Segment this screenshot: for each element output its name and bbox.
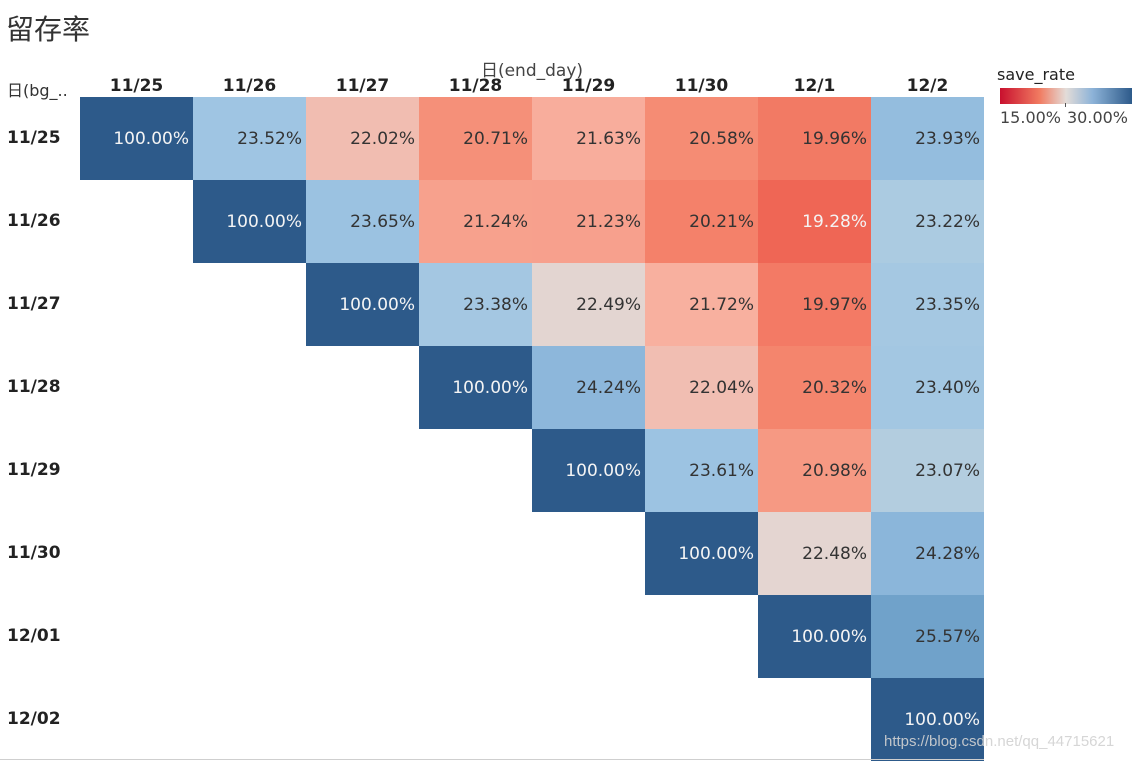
row-header: 11/27	[7, 294, 61, 314]
cell-value-label: 20.58%	[689, 128, 754, 149]
cell-value-label: 21.23%	[576, 211, 641, 232]
heatmap-cell: 23.38%	[419, 263, 532, 346]
cell-value-label: 20.71%	[463, 128, 528, 149]
heatmap-cell: 23.40%	[871, 346, 984, 429]
heatmap-cell: 21.23%	[532, 180, 645, 263]
cell-value-label: 21.63%	[576, 128, 641, 149]
heatmap-cell: 23.93%	[871, 97, 984, 180]
cell-value-label: 23.65%	[350, 211, 415, 232]
cell-value-label: 100.00%	[791, 626, 867, 647]
heatmap-cell: 23.22%	[871, 180, 984, 263]
heatmap-cell: 100.00%	[645, 512, 758, 595]
cell-value-label: 23.22%	[915, 211, 980, 232]
heatmap-cell: 100.00%	[419, 346, 532, 429]
column-header: 11/27	[335, 76, 390, 96]
column-header: 11/30	[674, 76, 729, 96]
cell-value-label: 21.24%	[463, 211, 528, 232]
heatmap-cell: 19.97%	[758, 263, 871, 346]
cell-value-label: 100.00%	[678, 543, 754, 564]
row-header: 12/01	[7, 626, 61, 646]
heatmap-cell: 20.71%	[419, 97, 532, 180]
heatmap-cell: 100.00%	[532, 429, 645, 512]
heatmap-cell: 100.00%	[871, 678, 984, 761]
column-header: 11/26	[222, 76, 277, 96]
cell-value-label: 19.96%	[802, 128, 867, 149]
heatmap-cell: 23.52%	[193, 97, 306, 180]
column-header: 11/25	[109, 76, 164, 96]
heatmap-cell: 24.24%	[532, 346, 645, 429]
heatmap-cell: 23.65%	[306, 180, 419, 263]
cell-value-label: 23.93%	[915, 128, 980, 149]
row-header: 11/30	[7, 543, 61, 563]
cell-value-label: 25.57%	[915, 626, 980, 647]
cell-value-label: 100.00%	[113, 128, 189, 149]
column-header: 11/28	[448, 76, 503, 96]
legend-color-bar	[1000, 88, 1132, 104]
cell-value-label: 100.00%	[339, 294, 415, 315]
cell-value-label: 23.38%	[463, 294, 528, 315]
row-header: 12/02	[7, 709, 61, 729]
cell-value-label: 22.02%	[350, 128, 415, 149]
heatmap-cell: 21.72%	[645, 263, 758, 346]
heatmap-cell: 22.49%	[532, 263, 645, 346]
row-header: 11/28	[7, 377, 61, 397]
cell-value-label: 19.97%	[802, 294, 867, 315]
heatmap-cell: 100.00%	[758, 595, 871, 678]
column-header: 12/2	[906, 76, 949, 96]
heatmap-cell: 23.35%	[871, 263, 984, 346]
legend-max-label: 30.00%	[1067, 108, 1129, 127]
cell-value-label: 23.52%	[237, 128, 302, 149]
cell-value-label: 100.00%	[452, 377, 528, 398]
heatmap-cell: 19.28%	[758, 180, 871, 263]
cell-value-label: 23.40%	[915, 377, 980, 398]
heatmap-cell: 20.58%	[645, 97, 758, 180]
cell-value-label: 24.28%	[915, 543, 980, 564]
cell-value-label: 100.00%	[565, 460, 641, 481]
heatmap-cell: 21.24%	[419, 180, 532, 263]
column-header: 11/29	[561, 76, 616, 96]
column-header: 12/1	[793, 76, 836, 96]
cell-value-label: 20.32%	[802, 377, 867, 398]
heatmap-cell: 23.07%	[871, 429, 984, 512]
heatmap-cell: 22.02%	[306, 97, 419, 180]
heatmap-cell: 20.32%	[758, 346, 871, 429]
row-header: 11/29	[7, 460, 61, 480]
cell-value-label: 20.98%	[802, 460, 867, 481]
heatmap-cell: 23.61%	[645, 429, 758, 512]
heatmap-cell: 20.21%	[645, 180, 758, 263]
cell-value-label: 22.49%	[576, 294, 641, 315]
cell-value-label: 22.48%	[802, 543, 867, 564]
watermark-text: https://blog.csdn.net/qq_44715621	[884, 733, 1115, 750]
cell-value-label: 22.04%	[689, 377, 754, 398]
legend-midpoint-tick	[1065, 103, 1066, 107]
bottom-divider	[0, 759, 984, 760]
cell-value-label: 100.00%	[226, 211, 302, 232]
cell-value-label: 23.35%	[915, 294, 980, 315]
cell-value-label: 23.61%	[689, 460, 754, 481]
row-header: 11/25	[7, 128, 61, 148]
legend-title: save_rate	[997, 65, 1075, 84]
row-field-title: 日(bg_..	[7, 81, 68, 100]
heatmap-cell: 25.57%	[871, 595, 984, 678]
heatmap-cell: 24.28%	[871, 512, 984, 595]
cell-value-label: 24.24%	[576, 377, 641, 398]
cell-value-label: 20.21%	[689, 211, 754, 232]
row-header: 11/26	[7, 211, 61, 231]
heatmap-cell: 22.48%	[758, 512, 871, 595]
legend-min-label: 15.00%	[1000, 108, 1062, 127]
heatmap-cell: 19.96%	[758, 97, 871, 180]
column-field-title: 日(end_day)	[480, 61, 584, 81]
heatmap-cell: 100.00%	[80, 97, 193, 180]
cell-value-label: 100.00%	[904, 709, 980, 730]
cell-value-label: 23.07%	[915, 460, 980, 481]
heatmap-cell: 22.04%	[645, 346, 758, 429]
page-title: 留存率	[6, 13, 91, 46]
heatmap-cell: 100.00%	[193, 180, 306, 263]
heatmap-cell: 100.00%	[306, 263, 419, 346]
heatmap-cell: 21.63%	[532, 97, 645, 180]
cell-value-label: 21.72%	[689, 294, 754, 315]
cell-value-label: 19.28%	[802, 211, 867, 232]
heatmap-cell: 20.98%	[758, 429, 871, 512]
